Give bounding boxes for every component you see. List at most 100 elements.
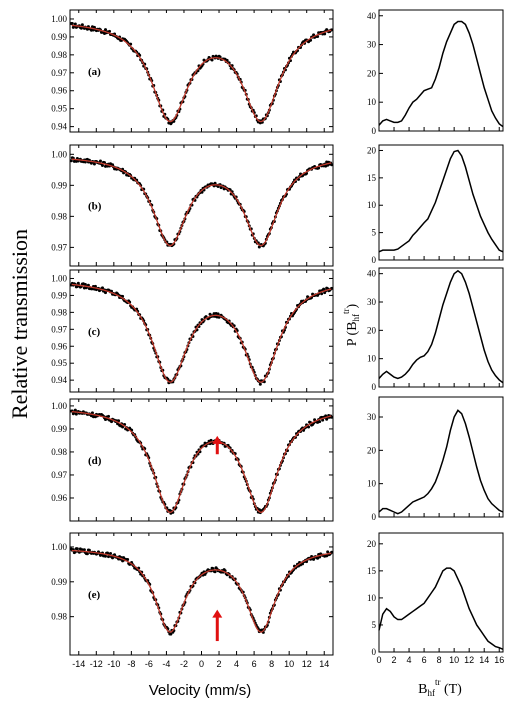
data-point xyxy=(117,419,121,423)
data-point xyxy=(92,162,96,166)
data-point xyxy=(82,548,86,552)
fit-curve xyxy=(71,410,332,513)
data-point xyxy=(69,159,73,163)
y-tick-label: 0.99 xyxy=(51,424,67,434)
data-point xyxy=(330,163,334,167)
arrow-head xyxy=(212,609,223,618)
y-tick-label: 30 xyxy=(367,40,377,50)
x-tick-label: 0 xyxy=(376,655,381,665)
data-point xyxy=(169,632,173,636)
y-tick-label: 0.98 xyxy=(51,307,67,317)
data-point xyxy=(98,159,102,163)
x-tick-label: -12 xyxy=(90,659,103,669)
right-y-label-main: P (B xyxy=(345,321,360,346)
fit-curve xyxy=(71,24,332,123)
data-point xyxy=(320,292,324,296)
data-point xyxy=(307,425,311,429)
distribution-line xyxy=(378,269,504,384)
data-point xyxy=(323,32,327,36)
data-point xyxy=(109,552,113,556)
y-tick-label: 0.96 xyxy=(51,341,67,351)
y-tick-label: 0 xyxy=(372,512,377,522)
data-point xyxy=(317,166,321,170)
y-tick-label: 0.97 xyxy=(51,242,67,252)
y-tick-label: 0 xyxy=(372,382,377,392)
data-point xyxy=(326,550,330,554)
x-tick-label: -4 xyxy=(162,659,170,669)
fit-curve xyxy=(71,283,332,383)
y-tick-label: 0.98 xyxy=(51,211,67,221)
data-point xyxy=(321,418,325,422)
y-tick-label: 0.99 xyxy=(51,577,67,587)
y-tick-label: 1.00 xyxy=(51,14,67,24)
x-tick-label: 16 xyxy=(494,655,504,665)
distribution-frame xyxy=(378,396,504,518)
right-y-label-sub: hf xyxy=(351,314,361,322)
x-tick-label: -6 xyxy=(145,659,153,669)
distribution-panel-2: 0 10 20 30 40 xyxy=(367,267,504,392)
panel-label: (a) xyxy=(88,66,101,78)
y-tick-label: 0.98 xyxy=(51,447,67,457)
y-tick-label: 1.00 xyxy=(51,401,67,411)
y-tick-label: 1.00 xyxy=(51,542,67,552)
right-x-label-sup: tr xyxy=(435,677,441,687)
distribution-panel-1: 0 5 10 15 20 xyxy=(367,144,504,265)
distribution-panel-0: 0 10 20 30 40 xyxy=(367,9,504,136)
data-point xyxy=(216,312,220,316)
data-point xyxy=(107,414,111,418)
data-point xyxy=(90,411,94,415)
y-tick-label: 0 xyxy=(372,126,377,136)
data-point xyxy=(312,557,316,561)
y-tick-label: 0.97 xyxy=(51,324,67,334)
y-tick-label: 0 xyxy=(372,647,377,657)
panel-label: (c) xyxy=(88,326,101,338)
y-tick-label: 40 xyxy=(367,269,377,279)
y-tick-label: 10 xyxy=(367,354,377,364)
field-distributions: 0102030400510152001020304001020300510152… xyxy=(367,9,504,665)
y-tick-label: 0.97 xyxy=(51,470,67,480)
right-x-label-unit: (T) xyxy=(440,682,462,697)
distribution-frame xyxy=(378,144,504,261)
y-tick-label: 20 xyxy=(367,145,377,155)
y-tick-label: 0.99 xyxy=(51,180,67,190)
data-point xyxy=(75,547,79,551)
distribution-line xyxy=(378,149,504,253)
spectrum-panel-1: 0.97 0.98 0.99 1.00 (b) xyxy=(51,144,334,267)
x-tick-label: 2 xyxy=(392,655,397,665)
data-point xyxy=(108,29,112,33)
x-tick-label: 0 xyxy=(199,659,204,669)
y-tick-label: 0 xyxy=(372,255,377,265)
y-tick-label: 10 xyxy=(367,97,377,107)
data-point xyxy=(85,552,89,556)
data-point xyxy=(213,570,217,574)
data-point xyxy=(74,412,78,416)
x-tick-label: 6 xyxy=(252,659,257,669)
data-point xyxy=(318,420,322,424)
y-tick-label: 40 xyxy=(367,11,377,21)
y-tick-label: 0.96 xyxy=(51,493,67,503)
y-tick-label: 20 xyxy=(367,68,377,78)
distribution-panel-3: 0 10 20 30 xyxy=(367,396,504,522)
x-tick-label: 10 xyxy=(449,655,459,665)
x-tick-label: -2 xyxy=(180,659,188,669)
data-point xyxy=(93,284,97,288)
data-point xyxy=(258,382,262,386)
y-tick-label: 0.94 xyxy=(51,122,67,132)
y-tick-label: 0.97 xyxy=(51,68,67,78)
x-tick-label: 14 xyxy=(479,655,489,665)
data-point xyxy=(122,556,126,560)
data-point xyxy=(210,58,214,62)
y-tick-label: 0.96 xyxy=(51,86,67,96)
data-point xyxy=(103,554,107,558)
y-tick-label: 0.98 xyxy=(51,612,67,622)
arrow-head xyxy=(212,435,223,444)
fit-curve xyxy=(71,158,332,247)
panel-label: (d) xyxy=(88,455,102,467)
x-tick-label: 12 xyxy=(464,655,474,665)
x-tick-label: 4 xyxy=(234,659,239,669)
panel-label: (b) xyxy=(88,201,102,213)
y-tick-label: 0.99 xyxy=(51,290,67,300)
panel-label: (e) xyxy=(88,589,101,601)
y-tick-label: 20 xyxy=(367,539,377,549)
